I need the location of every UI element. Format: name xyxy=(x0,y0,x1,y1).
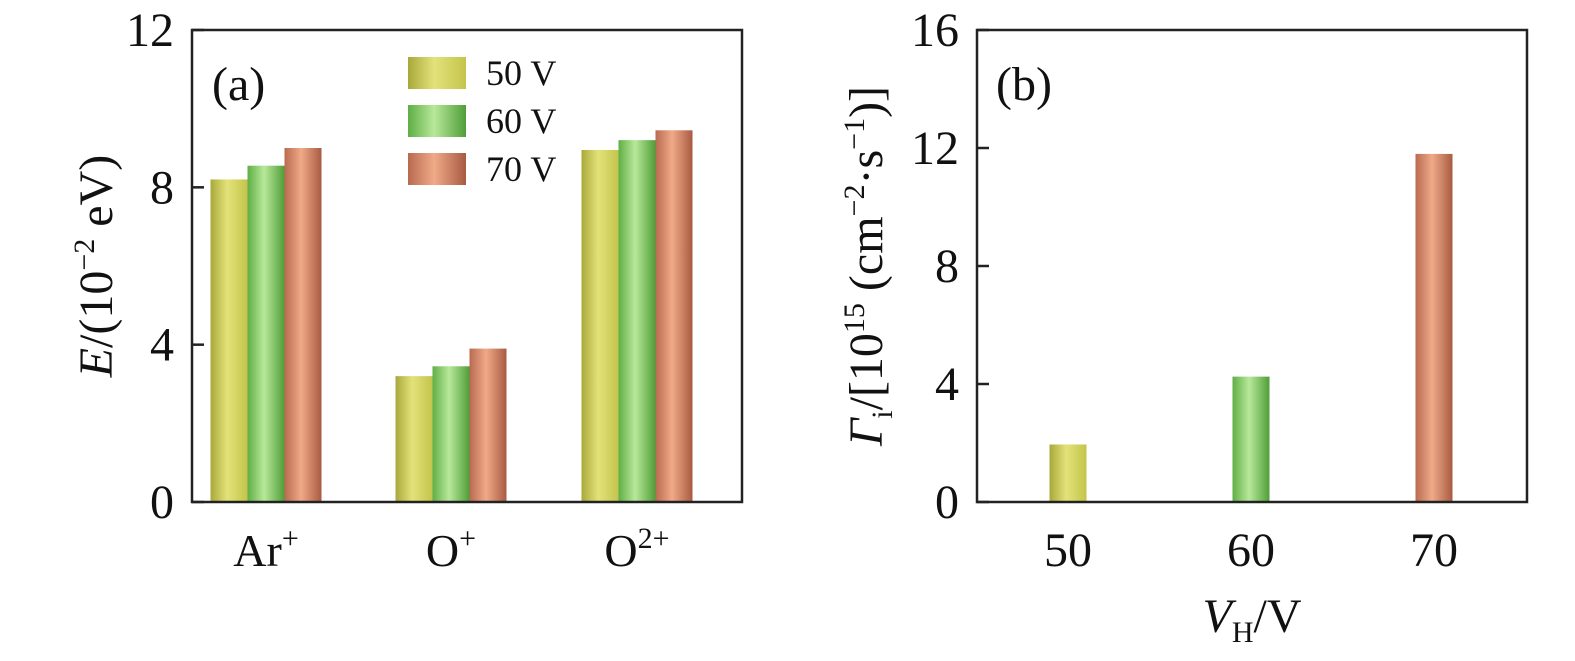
bar-50v-cat2 xyxy=(581,149,619,502)
panel-a-y-tick-label: 0 xyxy=(150,476,174,529)
panel-b-bars xyxy=(1049,153,1453,502)
panel-a-bars xyxy=(210,130,693,503)
panel-a-legend: 50 V 60 V 70 V xyxy=(408,53,556,189)
panel-a-frame xyxy=(190,28,744,504)
bar-60v-cat2 xyxy=(618,140,656,502)
legend-label: 70 V xyxy=(486,149,556,189)
panel-a-y-tick-label: 4 xyxy=(150,319,174,372)
panel-b-x-tick-label: 60 xyxy=(1227,524,1275,577)
bar-50 xyxy=(1049,444,1087,502)
bar-70v-cat2 xyxy=(655,130,693,503)
panel-a-label: (a) xyxy=(212,58,265,111)
panel-a-y-tick-label: 12 xyxy=(126,4,174,57)
panel-a: 0 4 8 12 Ar+ O+ O2+ (a) 50 V 60 V 70 V E/(10−2 … xyxy=(68,4,744,576)
panel-b-y-tick-label: 16 xyxy=(911,4,959,57)
legend-label: 50 V xyxy=(486,53,556,93)
panel-b-y-tick-label: 12 xyxy=(911,122,959,175)
panel-b-x-ticks: 50 60 70 xyxy=(1044,524,1458,577)
panel-b-y-tick-label: 8 xyxy=(935,240,959,293)
bar-60v-cat0 xyxy=(247,165,285,502)
panel-a-y-axis-label: E/(10−2 eV) xyxy=(68,155,123,379)
legend-label: 60 V xyxy=(486,101,556,141)
bar-50v-cat0 xyxy=(210,179,248,502)
panel-b-y-ticks: 0 4 8 12 16 xyxy=(911,4,989,529)
panel-b-x-tick-label: 50 xyxy=(1044,524,1092,577)
panel-a-x-category-label: O2+ xyxy=(604,522,669,576)
panel-b-y-tick-label: 0 xyxy=(935,476,959,529)
panel-b-x-axis-label: VH/V xyxy=(1203,590,1302,649)
panel-b-y-axis-label: Γi/[1015 (cm−2·s−1)] xyxy=(838,86,899,447)
bar-70v-cat1 xyxy=(469,348,507,502)
panel-a-y-ticks: 0 4 8 12 xyxy=(126,4,204,529)
bar-60 xyxy=(1232,376,1270,502)
legend-swatch-50v xyxy=(408,57,466,89)
panel-b-label: (b) xyxy=(996,58,1052,111)
bar-60v-cat1 xyxy=(432,366,470,502)
bar-50v-cat1 xyxy=(395,376,433,502)
legend-swatch-70v xyxy=(408,153,466,185)
legend-swatch-60v xyxy=(408,105,466,137)
bar-70v-cat0 xyxy=(284,148,322,502)
panel-b-y-tick-label: 4 xyxy=(935,358,959,411)
panel-a-x-category-label: O+ xyxy=(426,522,476,576)
panel-a-x-categories: Ar+ O+ O2+ xyxy=(233,522,669,576)
panel-a-x-category-label: Ar+ xyxy=(233,522,298,576)
bar-70 xyxy=(1415,153,1453,502)
panel-b-x-tick-label: 70 xyxy=(1410,524,1458,577)
panel-a-y-tick-label: 8 xyxy=(150,161,174,214)
